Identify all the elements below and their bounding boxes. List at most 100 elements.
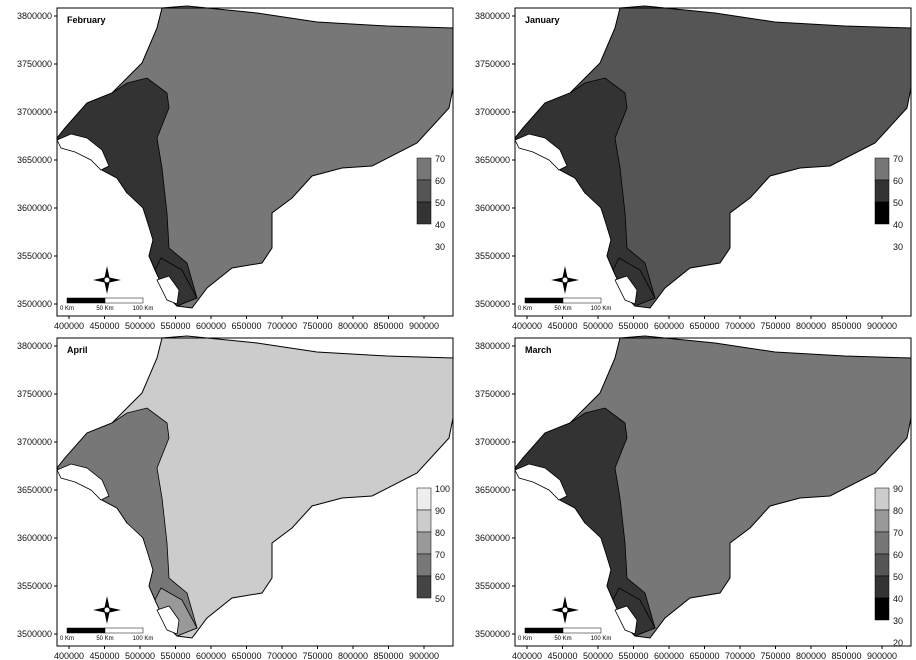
- map-frame: [56, 337, 454, 647]
- legend-label: 60: [435, 176, 445, 186]
- x-tick-label: 550000: [160, 321, 190, 330]
- x-tick-label: 700000: [267, 651, 297, 660]
- legend-swatch: [874, 553, 890, 577]
- legend-label: 70: [435, 154, 445, 164]
- legend-label: 40: [893, 594, 903, 604]
- x-tick-label: 400000: [54, 321, 84, 330]
- x-tick-label: 700000: [267, 321, 297, 330]
- legend-swatch: [874, 201, 890, 225]
- x-tick-label: 650000: [231, 651, 261, 660]
- x-tick-label: 850000: [373, 651, 403, 660]
- x-tick-label: 550000: [618, 651, 648, 660]
- x-tick-label: 900000: [867, 651, 897, 660]
- y-tick-label: 3800000: [17, 11, 52, 21]
- legend-label: 70: [435, 550, 445, 560]
- lake-west: [514, 463, 568, 501]
- x-tick-label: 700000: [725, 651, 755, 660]
- legend-label: 60: [435, 572, 445, 582]
- map-panel-january: January 3800000 3750000 3700000 3650000 36000…: [458, 0, 916, 330]
- map-february: February 3800000 3750000 3700000 3650000 3600…: [0, 0, 458, 330]
- x-tick-label: 850000: [831, 321, 861, 330]
- scale-bar-label: 50 Km: [96, 636, 113, 642]
- y-tick-label: 3550000: [17, 251, 52, 261]
- x-tick-label: 400000: [512, 651, 542, 660]
- north-arrow-icon: [551, 266, 579, 294]
- y-tick-label: 3700000: [17, 437, 52, 447]
- panel-title: April: [67, 345, 88, 355]
- x-tick-label: 450000: [547, 651, 577, 660]
- x-tick-label: 600000: [654, 651, 684, 660]
- legend-swatch: [416, 487, 432, 511]
- map-january: January 3800000 3750000 3700000 3650000 36000…: [458, 0, 916, 330]
- scale-bar: 0 Km 50 Km 100 Km: [518, 627, 612, 642]
- y-tick-label: 3700000: [475, 107, 510, 117]
- x-tick-label: 750000: [760, 321, 790, 330]
- legend-swatch: [416, 509, 432, 533]
- map-frame: [514, 337, 912, 647]
- y-tick-label: 3700000: [475, 437, 510, 447]
- legend-swatch: [416, 531, 432, 555]
- x-tick-label: 400000: [54, 651, 84, 660]
- y-tick-label: 3750000: [17, 59, 52, 69]
- map-area: [56, 335, 454, 639]
- map-panel-february: February 3800000 3750000 3700000 3650000 3600…: [0, 0, 458, 330]
- legend-swatch: [416, 201, 432, 225]
- y-tick-label: 3500000: [475, 629, 510, 639]
- lake-south: [156, 605, 180, 635]
- scale-bar-label: 50 Km: [96, 306, 113, 312]
- x-tick-label: 500000: [583, 651, 613, 660]
- legend-label: 70: [893, 154, 903, 164]
- y-tick-label: 3650000: [475, 485, 510, 495]
- legend-label: 40: [893, 220, 903, 230]
- legend-swatch: [874, 575, 890, 599]
- y-tick-label: 3500000: [17, 629, 52, 639]
- legend-swatch: [874, 509, 890, 533]
- y-tick-label: 3600000: [17, 203, 52, 213]
- y-tick-label: 3500000: [475, 299, 510, 309]
- legend-label: 30: [893, 616, 903, 626]
- x-tick-label: 800000: [796, 321, 826, 330]
- legend-swatch: [416, 157, 432, 181]
- scale-bar-label: 100 Km: [591, 306, 612, 312]
- y-tick-label: 3500000: [17, 299, 52, 309]
- map-frame: [56, 7, 454, 317]
- y-tick-label: 3600000: [17, 533, 52, 543]
- panel-title: March: [525, 345, 552, 355]
- x-tick-label: 600000: [196, 321, 226, 330]
- x-tick-label: 900000: [867, 321, 897, 330]
- legend-label: 50: [435, 198, 445, 208]
- x-tick-label: 850000: [831, 651, 861, 660]
- map-area: [56, 5, 454, 309]
- map-frame: [514, 7, 912, 317]
- y-tick-label: 3600000: [475, 203, 510, 213]
- map-area: [514, 5, 912, 309]
- panel-title: January: [525, 15, 560, 25]
- legend-swatch: [416, 575, 432, 599]
- y-tick-label: 3550000: [17, 581, 52, 591]
- x-tick-label: 450000: [89, 651, 119, 660]
- scale-bar-label: 100 Km: [591, 636, 612, 642]
- legend-swatch: [416, 553, 432, 577]
- north-arrow-icon: [93, 266, 121, 294]
- scale-bar-label: 100 Km: [133, 306, 154, 312]
- map-panel-march: March 3800000 3750000 3700000 3650000 3600000…: [458, 330, 916, 660]
- legend-label: 30: [893, 242, 903, 252]
- legend-swatch: [416, 179, 432, 203]
- scale-bar-label: 0 Km: [518, 306, 532, 312]
- region-west: [56, 407, 198, 637]
- y-tick-label: 3600000: [475, 533, 510, 543]
- scale-bar-label: 50 Km: [554, 306, 571, 312]
- y-tick-label: 3650000: [17, 485, 52, 495]
- legend-swatch: [874, 487, 890, 511]
- y-tick-label: 3800000: [475, 341, 510, 351]
- scale-bar-label: 0 Km: [60, 636, 74, 642]
- panel-title: February: [67, 15, 106, 25]
- north-arrow-icon: [551, 596, 579, 624]
- x-tick-label: 500000: [125, 321, 155, 330]
- lake-west: [514, 133, 568, 171]
- x-tick-label: 500000: [583, 321, 613, 330]
- y-tick-label: 3700000: [17, 107, 52, 117]
- legend-label: 80: [893, 506, 903, 516]
- legend-label: 50: [893, 572, 903, 582]
- y-tick-label: 3650000: [17, 155, 52, 165]
